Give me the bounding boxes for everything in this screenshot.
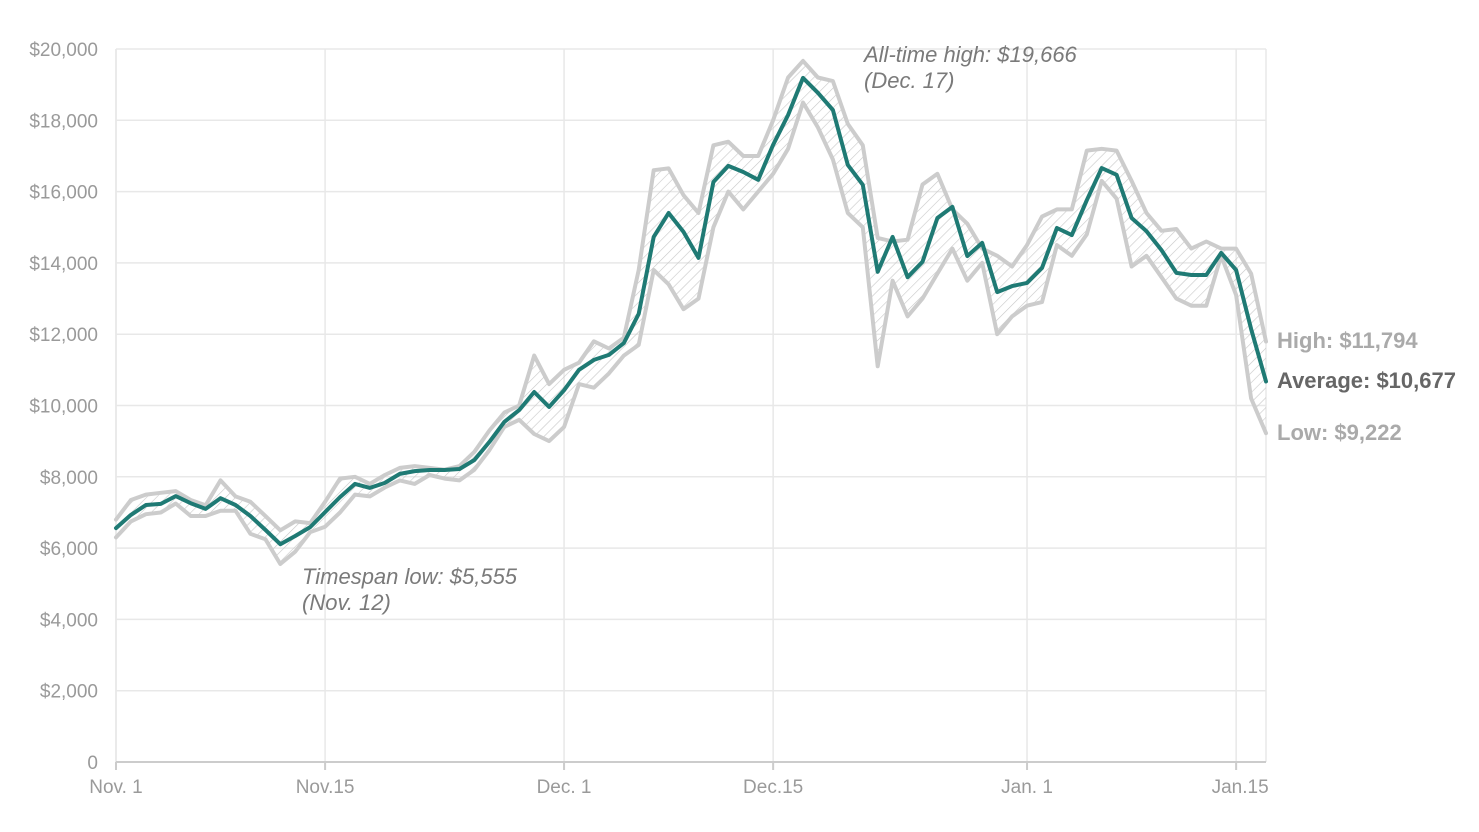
high-line	[114, 58, 1268, 533]
x-axis: Nov. 1 Nov.15 Dec. 1 Dec.15 Jan. 1 Jan.15	[89, 761, 1269, 798]
series-layer	[114, 58, 1268, 566]
all-time-high-annotation: All-time high: $19,666	[862, 42, 1078, 67]
gridlines	[115, 48, 1267, 762]
y-tick-label: 0	[87, 753, 98, 774]
end-label-low: Low: $9,222	[1277, 420, 1402, 445]
all-time-high-date: (Dec. 17)	[864, 68, 954, 93]
end-label-average: Average: $10,677	[1277, 368, 1456, 393]
average-line	[114, 75, 1268, 547]
y-tick-label: $14,000	[29, 254, 98, 275]
x-tick-label: Dec. 1	[537, 777, 592, 798]
y-tick-label: $16,000	[29, 183, 98, 204]
end-label-high: High: $11,794	[1277, 328, 1418, 353]
x-tick-label: Dec.15	[743, 777, 803, 798]
y-tick-label: $4,000	[40, 610, 98, 631]
x-tick-label: Jan. 1	[1001, 777, 1053, 798]
low-line	[114, 100, 1268, 566]
y-tick-label: $10,000	[29, 397, 98, 418]
y-tick-label: $2,000	[40, 682, 98, 703]
y-tick-label: $18,000	[29, 111, 98, 132]
y-tick-label: $12,000	[29, 325, 98, 346]
x-tick-label: Nov. 1	[89, 777, 143, 798]
y-tick-label: $8,000	[40, 468, 98, 489]
timespan-low-annotation: Timespan low: $5,555	[302, 564, 518, 589]
high-low-band	[116, 60, 1266, 565]
y-tick-label: $20,000	[29, 40, 98, 61]
timespan-low-date: (Nov. 12)	[302, 590, 391, 615]
x-tick-label: Jan.15	[1212, 777, 1269, 798]
x-tick-label: Nov.15	[296, 777, 355, 798]
y-axis: 0 $2,000 $4,000 $6,000 $8,000 $10,000 $12,000 $…	[29, 40, 98, 774]
y-tick-label: $6,000	[40, 539, 98, 560]
